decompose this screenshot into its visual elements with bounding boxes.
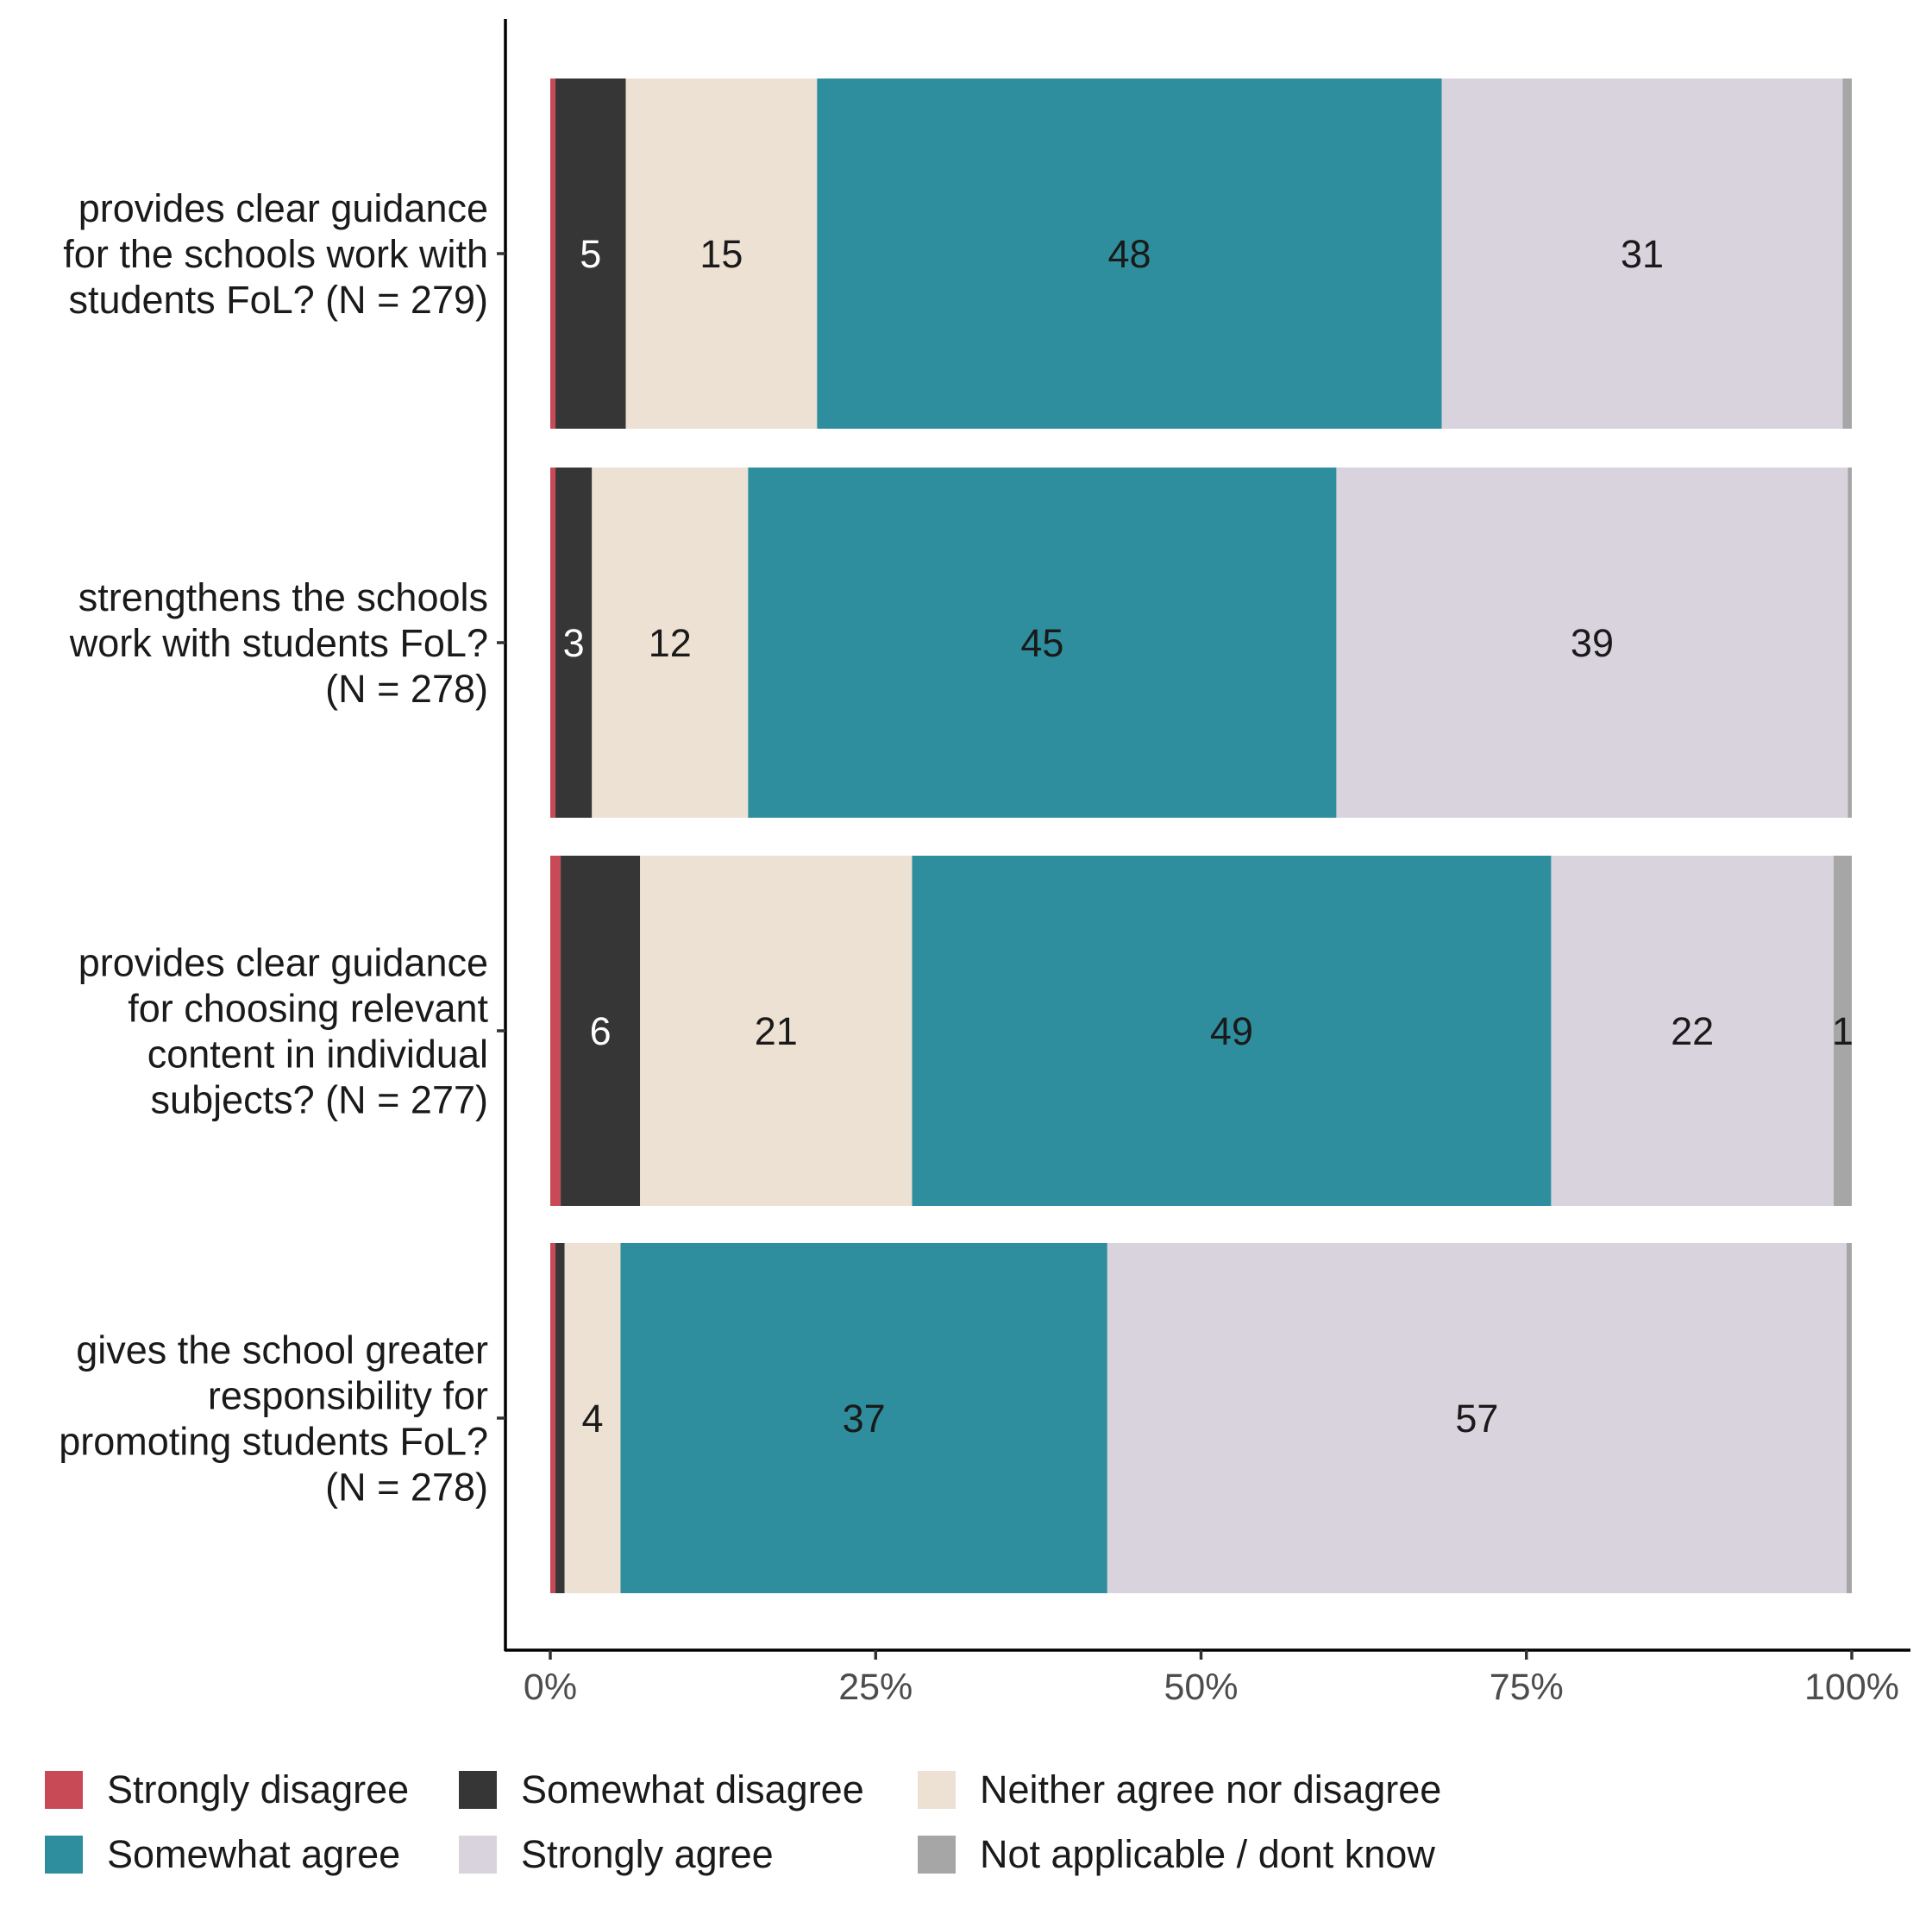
- data-labels-layer: 5 15 48 31 3 12 45 39 6 21 49 22 1 4 37 57: [563, 232, 1854, 1441]
- data-label: 6: [590, 1009, 612, 1053]
- x-tick-label: 75%: [1490, 1667, 1564, 1708]
- bar-segment: [1441, 78, 1843, 429]
- bar-segment: [555, 1243, 565, 1593]
- legend-label: Neither agree nor disagree: [980, 1767, 1442, 1811]
- bar-segment: [912, 856, 1552, 1206]
- data-label: 15: [699, 232, 743, 276]
- bar-segment: [550, 78, 556, 429]
- bar-segment: [1847, 468, 1852, 818]
- legend: Strongly disagree Somewhat disagree Neithe…: [45, 1764, 1856, 1893]
- bar-segment: [1833, 856, 1852, 1206]
- data-label: 3: [563, 621, 585, 665]
- legend-swatch: [459, 1836, 497, 1874]
- x-tick-label: 100%: [1804, 1667, 1899, 1708]
- legend-label: Not applicable / dont know: [980, 1832, 1435, 1876]
- bar-segment: [1846, 1243, 1852, 1593]
- data-label: 31: [1621, 232, 1664, 276]
- legend-swatch: [459, 1771, 497, 1809]
- bar-segment: [620, 1243, 1107, 1593]
- bar-segment: [550, 1243, 556, 1593]
- data-label: 21: [755, 1009, 798, 1053]
- legend-swatch: [45, 1771, 83, 1809]
- x-axis: 0% 25% 50% 75% 100%: [505, 1648, 1910, 1708]
- bar-segment: [625, 78, 818, 429]
- legend-item: Not applicable / dont know: [918, 1829, 1435, 1880]
- x-tick-label: 0%: [524, 1667, 577, 1708]
- data-label: 37: [843, 1397, 886, 1441]
- bar-segment: [748, 468, 1337, 818]
- x-tick-label: 50%: [1164, 1667, 1238, 1708]
- bar-segment: [640, 856, 913, 1206]
- bar-segment: [550, 856, 561, 1206]
- legend-swatch: [918, 1836, 956, 1874]
- legend-label: Strongly disagree: [107, 1767, 410, 1811]
- legend-label: Somewhat agree: [107, 1832, 401, 1876]
- legend-label: Strongly agree: [521, 1832, 774, 1876]
- legend-swatch: [45, 1836, 83, 1874]
- bar-segment: [564, 1243, 621, 1593]
- y-axis: provides clear guidance for the schools w…: [59, 19, 507, 1651]
- legend-item: Somewhat disagree: [459, 1764, 864, 1816]
- data-label: 12: [649, 621, 692, 665]
- legend-item: Somewhat agree: [45, 1829, 400, 1880]
- bar-segment: [550, 468, 556, 818]
- bar-segment: [1551, 856, 1834, 1206]
- stacked-bar-chart: 5 15 48 31 3 12 45 39 6 21 49 22 1 4 37 57 provides cle…: [59, 19, 1910, 1708]
- legend-item: Strongly disagree: [45, 1764, 409, 1816]
- bar-segment: [592, 468, 749, 818]
- data-label: 5: [580, 232, 601, 276]
- bar-segment: [555, 468, 593, 818]
- data-label: 1: [1832, 1009, 1854, 1053]
- bar-segment: [555, 78, 626, 429]
- legend-item: Strongly agree: [459, 1829, 774, 1880]
- y-tick-label: provides clear guidance for the schools w…: [63, 186, 488, 322]
- bar-segment: [1842, 78, 1852, 429]
- legend-item: Neither agree nor disagree: [918, 1764, 1441, 1816]
- data-label: 39: [1571, 621, 1614, 665]
- y-tick-label: gives the school greater responsibility f…: [59, 1328, 488, 1510]
- data-label: 45: [1020, 621, 1063, 665]
- data-label: 57: [1455, 1397, 1498, 1441]
- data-label: 4: [582, 1397, 604, 1441]
- legend-label: Somewhat disagree: [521, 1767, 864, 1811]
- x-tick-label: 25%: [838, 1667, 913, 1708]
- data-label: 49: [1210, 1009, 1253, 1053]
- bar-segment: [1336, 468, 1848, 818]
- data-label: 22: [1671, 1009, 1714, 1053]
- bars-layer: [550, 78, 1852, 1593]
- bar-segment: [817, 78, 1442, 429]
- data-label: 48: [1107, 232, 1151, 276]
- y-tick-label: provides clear guidance for choosing rele…: [78, 941, 489, 1122]
- y-tick-label: strengthens the schools work with student…: [69, 575, 488, 711]
- bar-segment: [1107, 1243, 1847, 1593]
- bar-segment: [561, 856, 641, 1206]
- legend-swatch: [918, 1771, 956, 1809]
